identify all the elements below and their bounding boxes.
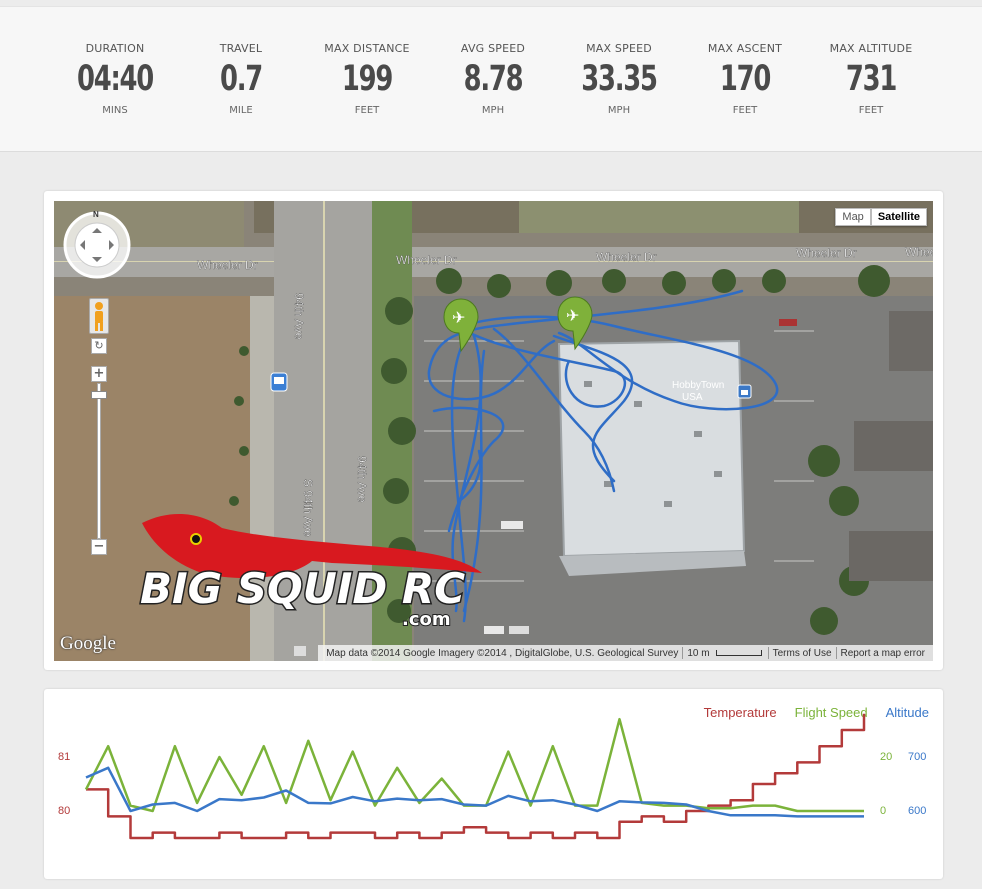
street-label: Whee (905, 245, 933, 259)
altitude-tick-700: 700 (908, 751, 927, 763)
street-label: Wheeler Dr (197, 258, 258, 272)
landing-marker-icon[interactable]: ✈ (557, 296, 593, 351)
altitude-tick-600: 600 (908, 805, 927, 817)
street-view-pegman-icon[interactable] (89, 298, 109, 334)
telemetry-chart[interactable] (44, 689, 943, 879)
map-type-control: Map Satellite (835, 208, 927, 226)
map-type-satellite-button[interactable]: Satellite (870, 208, 927, 226)
zoom-in-button[interactable]: + (91, 366, 107, 382)
watermark-wordmark: BIG SQUID RC .com (139, 563, 467, 632)
street-label: Wheeler Dr (796, 246, 857, 260)
shopping-bag-icon (737, 384, 752, 399)
stat-value: 04:40 (76, 59, 154, 99)
takeoff-marker-icon[interactable]: ✈ (443, 298, 479, 353)
svg-text:✈: ✈ (452, 308, 465, 327)
street-label: Wheeler Dr (596, 250, 657, 264)
flight-stats-bar: DURATION 04:40 MINS TRAVEL 0.7 MILE MAX … (0, 6, 982, 152)
business-label: HobbyTown (672, 380, 724, 391)
pan-control[interactable]: N (62, 210, 132, 280)
stat-unit: MINS (102, 105, 128, 116)
speed-tick-20: 20 (880, 751, 893, 763)
stat-value: 8.78 (463, 59, 524, 99)
stat-value: 731 (845, 59, 897, 99)
stat-label: MAX ASCENT (707, 42, 783, 55)
aerial-imagery: Wheeler Dr Wheeler Dr Wheeler Dr Wheeler… (54, 201, 933, 661)
google-logo[interactable]: Google (60, 633, 116, 654)
rotate-button[interactable]: ↻ (91, 338, 107, 354)
svg-text:.com: .com (402, 609, 451, 630)
stat-unit: MPH (607, 105, 631, 116)
series-flight-speed-line[interactable] (84, 717, 864, 813)
compass-north-label: N (93, 210, 99, 219)
stat-label: DURATION (85, 42, 145, 55)
stat-label: MAX SPEED (586, 42, 652, 55)
stat-value: 33.35 (581, 59, 658, 99)
bus-stop-icon (270, 372, 288, 392)
satellite-map[interactable]: Wheeler Dr Wheeler Dr Wheeler Dr Wheeler… (54, 201, 933, 661)
street-label: 94th Ave (292, 293, 306, 340)
map-panel: Wheeler Dr Wheeler Dr Wheeler Dr Wheeler… (44, 191, 943, 670)
stat-label: AVG SPEED (460, 42, 526, 55)
stat-value: 199 (341, 59, 393, 99)
report-map-error-link[interactable]: Report a map error (840, 647, 925, 659)
scale-label: 10 m (687, 647, 710, 659)
temp-tick-81: 81 (58, 751, 71, 763)
stat-unit: FEET (732, 105, 758, 116)
stat-unit: MPH (481, 105, 505, 116)
svg-text:BIG SQUID RC: BIG SQUID RC (140, 564, 465, 613)
series-altitude-line[interactable] (85, 766, 864, 818)
legend-temperature[interactable]: Temperature (703, 705, 777, 720)
attribution-text: Map data ©2014 Google Imagery ©2014 , Di… (326, 647, 679, 659)
stat-unit: MILE (229, 105, 253, 116)
map-type-map-button[interactable]: Map (835, 208, 871, 226)
legend-altitude[interactable]: Altitude (885, 705, 929, 720)
street-label: S 94th Ave (301, 479, 315, 537)
stat-label: TRAVEL (219, 42, 263, 55)
stat-label: MAX DISTANCE (324, 42, 410, 55)
street-label: 94th Ave (355, 456, 369, 503)
svg-text:✈: ✈ (566, 306, 579, 325)
chart-legend: Temperature Flight Speed Altitude (704, 705, 929, 720)
zoom-slider-track[interactable] (97, 383, 101, 539)
speed-tick-0: 0 (880, 805, 887, 817)
zoom-out-button[interactable]: − (91, 539, 107, 555)
street-label: Wheeler Dr (396, 253, 457, 267)
scale-bar (715, 650, 762, 656)
stat-label: MAX ALTITUDE (829, 42, 913, 55)
telemetry-chart-panel: Temperature Flight Speed Altitude 81 80 … (44, 689, 943, 879)
stat-value: 170 (719, 59, 771, 99)
temp-tick-80: 80 (58, 805, 71, 817)
map-attribution: Map data ©2014 Google Imagery ©2014 , Di… (318, 645, 933, 661)
series-temperature-line[interactable] (86, 713, 866, 840)
flight-path (427, 289, 779, 623)
bigsquidrc-watermark-logo: BIG SQUID RC .com (139, 513, 482, 632)
stat-unit: FEET (858, 105, 884, 116)
zoom-slider-thumb[interactable] (91, 391, 107, 399)
stat-value: 0.7 (219, 59, 263, 99)
terms-link[interactable]: Terms of Use (772, 647, 832, 659)
business-label: USA (682, 392, 703, 403)
stat-unit: FEET (354, 105, 380, 116)
legend-flight-speed[interactable]: Flight Speed (794, 705, 868, 720)
